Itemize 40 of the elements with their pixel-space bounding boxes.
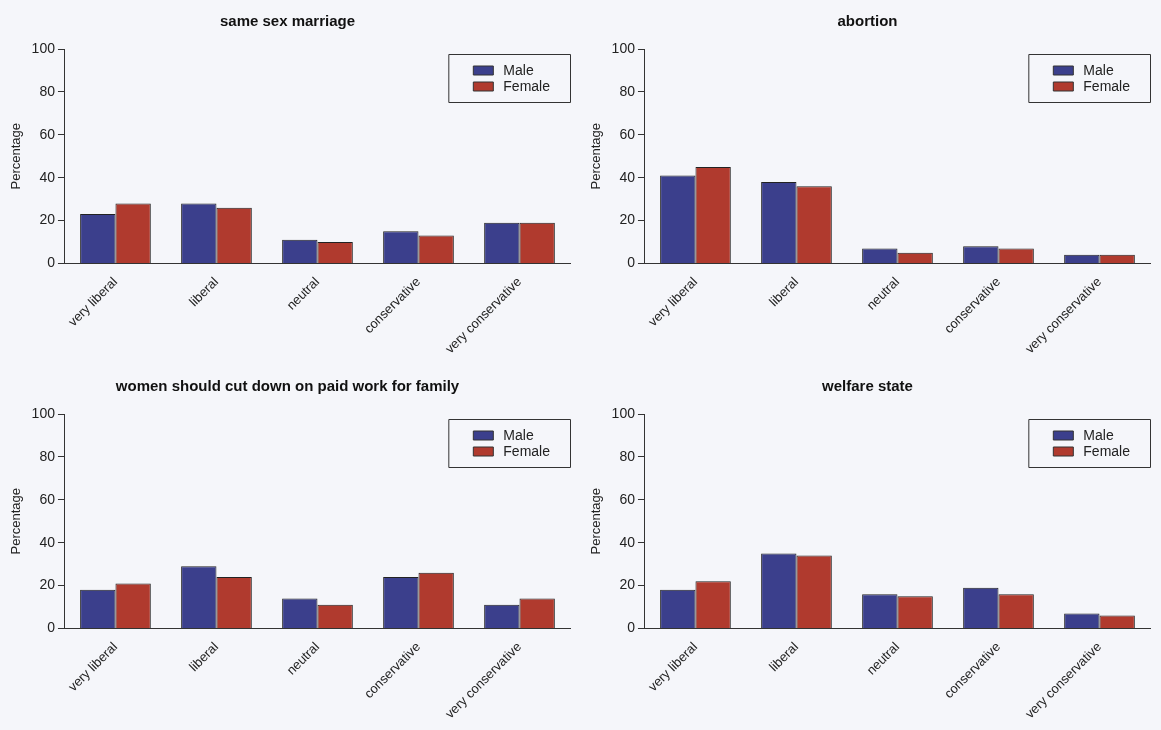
y-tick-label: 80: [619, 82, 636, 99]
legend-label: Female: [503, 77, 551, 94]
legend-label: Male: [1083, 61, 1114, 78]
y-tick-label: 60: [39, 490, 56, 507]
y-tick-label: 0: [47, 254, 56, 271]
y-tick-label: 100: [611, 39, 636, 56]
y-axis-title: Percentage: [8, 122, 24, 190]
y-axis-title: Percentage: [588, 487, 604, 555]
y-tick-label: 80: [39, 447, 56, 464]
y-tick-label: 40: [39, 168, 56, 185]
legend-label: Male: [503, 426, 534, 443]
legend-label: Male: [503, 61, 534, 78]
chart-title: abortion: [837, 12, 898, 30]
y-tick-label: 40: [619, 533, 636, 550]
legend-label: Female: [503, 442, 551, 459]
legend-label: Female: [1083, 77, 1131, 94]
y-tick-label: 0: [627, 254, 636, 271]
y-axis-title: Percentage: [8, 487, 24, 555]
y-tick-label: 20: [39, 211, 56, 228]
y-tick-label: 20: [619, 576, 636, 593]
chart-title: women should cut down on paid work for family: [114, 377, 460, 395]
y-tick-label: 20: [619, 211, 636, 228]
y-tick-label: 80: [619, 447, 636, 464]
y-tick-label: 60: [619, 490, 636, 507]
y-tick-label: 60: [619, 125, 636, 142]
legend-label: Female: [1083, 442, 1131, 459]
y-tick-label: 40: [39, 533, 56, 550]
y-tick-label: 100: [611, 404, 636, 421]
chart-title: welfare state: [821, 377, 913, 395]
y-tick-label: 100: [31, 39, 56, 56]
y-tick-label: 0: [627, 619, 636, 636]
y-tick-label: 40: [619, 168, 636, 185]
y-axis-title: Percentage: [588, 122, 604, 190]
y-tick-label: 60: [39, 125, 56, 142]
legend-label: Male: [1083, 426, 1114, 443]
y-tick-label: 20: [39, 576, 56, 593]
chart-title: same sex marriage: [219, 12, 356, 30]
y-tick-label: 0: [47, 619, 56, 636]
y-tick-label: 100: [31, 404, 56, 421]
y-tick-label: 80: [39, 82, 56, 99]
